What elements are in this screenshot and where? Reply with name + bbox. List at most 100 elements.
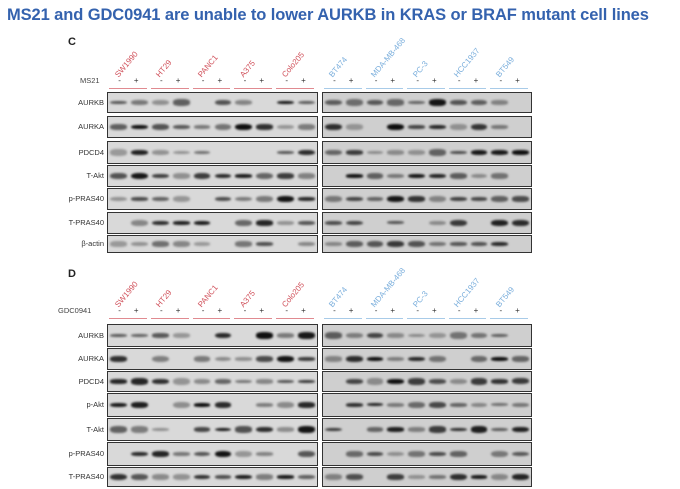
protein-band (449, 427, 467, 432)
treatment-sign: + (133, 76, 139, 85)
protein-band (429, 475, 446, 479)
cell-line-underline (234, 318, 273, 319)
protein-band (387, 173, 405, 179)
cell-line-underline (109, 88, 147, 89)
protein-band (366, 173, 384, 179)
protein-band (214, 332, 232, 339)
cell-line-underline (448, 318, 487, 319)
protein-band (366, 99, 384, 106)
protein-band (429, 241, 446, 247)
blot-strip (107, 165, 318, 187)
protein-band (491, 427, 509, 432)
protein-band (277, 150, 295, 154)
protein-band (325, 242, 342, 246)
protein-band (277, 355, 295, 363)
row-label-aurkb: AURKB (78, 97, 104, 107)
protein-band (235, 450, 253, 458)
protein-band (387, 241, 405, 247)
protein-band (193, 221, 211, 225)
protein-band (298, 100, 315, 105)
protein-band (408, 173, 425, 179)
protein-band (491, 450, 509, 458)
protein-band (408, 451, 425, 457)
blot-strip (322, 212, 532, 234)
protein-band (387, 474, 405, 480)
protein-band (470, 475, 488, 479)
treatment-sign: - (159, 76, 163, 85)
protein-band (214, 475, 232, 479)
protein-band (235, 379, 253, 384)
blot-strip (107, 371, 318, 392)
protein-band (470, 426, 488, 433)
protein-band (366, 403, 384, 407)
cell-line-label: MDA-MB-468 (369, 266, 408, 309)
row-label-pdcd4: PDCD4 (78, 147, 104, 157)
blot-strip (322, 467, 532, 487)
protein-band (325, 99, 342, 106)
protein-band (130, 219, 148, 227)
protein-band (387, 99, 405, 106)
cell-line-label: SW1990 (112, 49, 140, 79)
treatment-sign: + (515, 76, 520, 85)
treatment-sign: - (499, 76, 503, 85)
protein-band (298, 197, 315, 201)
protein-band (408, 356, 425, 362)
protein-band (429, 173, 446, 179)
blot-strip (107, 348, 318, 370)
protein-band (512, 356, 529, 362)
protein-band (512, 451, 529, 457)
protein-band (512, 426, 529, 433)
protein-band (277, 221, 295, 225)
protein-band (429, 355, 446, 363)
protein-band (151, 355, 169, 363)
blot-strip (107, 212, 318, 234)
treatment-sign: - (243, 306, 247, 315)
row-label-aurkb: AURKB (78, 330, 104, 340)
treatment-sign: + (301, 76, 306, 85)
protein-band (298, 241, 315, 247)
protein-band (366, 197, 384, 201)
protein-band (298, 173, 315, 179)
protein-band (345, 196, 363, 202)
protein-band (172, 173, 190, 179)
protein-band (193, 356, 211, 362)
protein-band (325, 332, 342, 339)
protein-band (172, 452, 190, 456)
row-label-p-akt: p-Akt (86, 400, 104, 409)
protein-band (387, 427, 405, 432)
protein-band (298, 332, 315, 339)
cell-line-label: HCC1937 (452, 46, 482, 79)
row-label-t-akt: T-Akt (86, 424, 104, 434)
protein-band (470, 197, 488, 201)
protein-band (429, 99, 446, 106)
treatment-sign: + (217, 76, 223, 85)
protein-band (387, 333, 405, 338)
cell-line-underline (276, 318, 314, 319)
treatment-sign: + (301, 306, 306, 315)
protein-band (408, 100, 425, 105)
protein-band (429, 220, 446, 226)
protein-band (512, 473, 529, 481)
blot-strip (322, 92, 532, 113)
protein-band (110, 402, 127, 408)
protein-band (491, 403, 509, 407)
protein-band (366, 240, 384, 248)
protein-band (491, 219, 509, 227)
cell-line-underline (365, 318, 404, 319)
protein-band (110, 379, 127, 384)
row-label-aurka: AURKA (78, 354, 104, 363)
protein-band (491, 357, 509, 361)
protein-band (130, 451, 148, 457)
protein-band (491, 242, 509, 246)
protein-band (130, 333, 148, 337)
protein-band (256, 426, 274, 433)
protein-band (470, 332, 488, 339)
treatment-sign: - (333, 76, 336, 85)
protein-band (256, 172, 274, 180)
treatment-label: GDC0941 (58, 306, 92, 315)
cell-line-underline (234, 88, 273, 89)
protein-band (151, 333, 169, 338)
cell-line-label: HCC1937 (452, 276, 482, 309)
protein-band (387, 378, 405, 384)
protein-band (172, 221, 190, 225)
